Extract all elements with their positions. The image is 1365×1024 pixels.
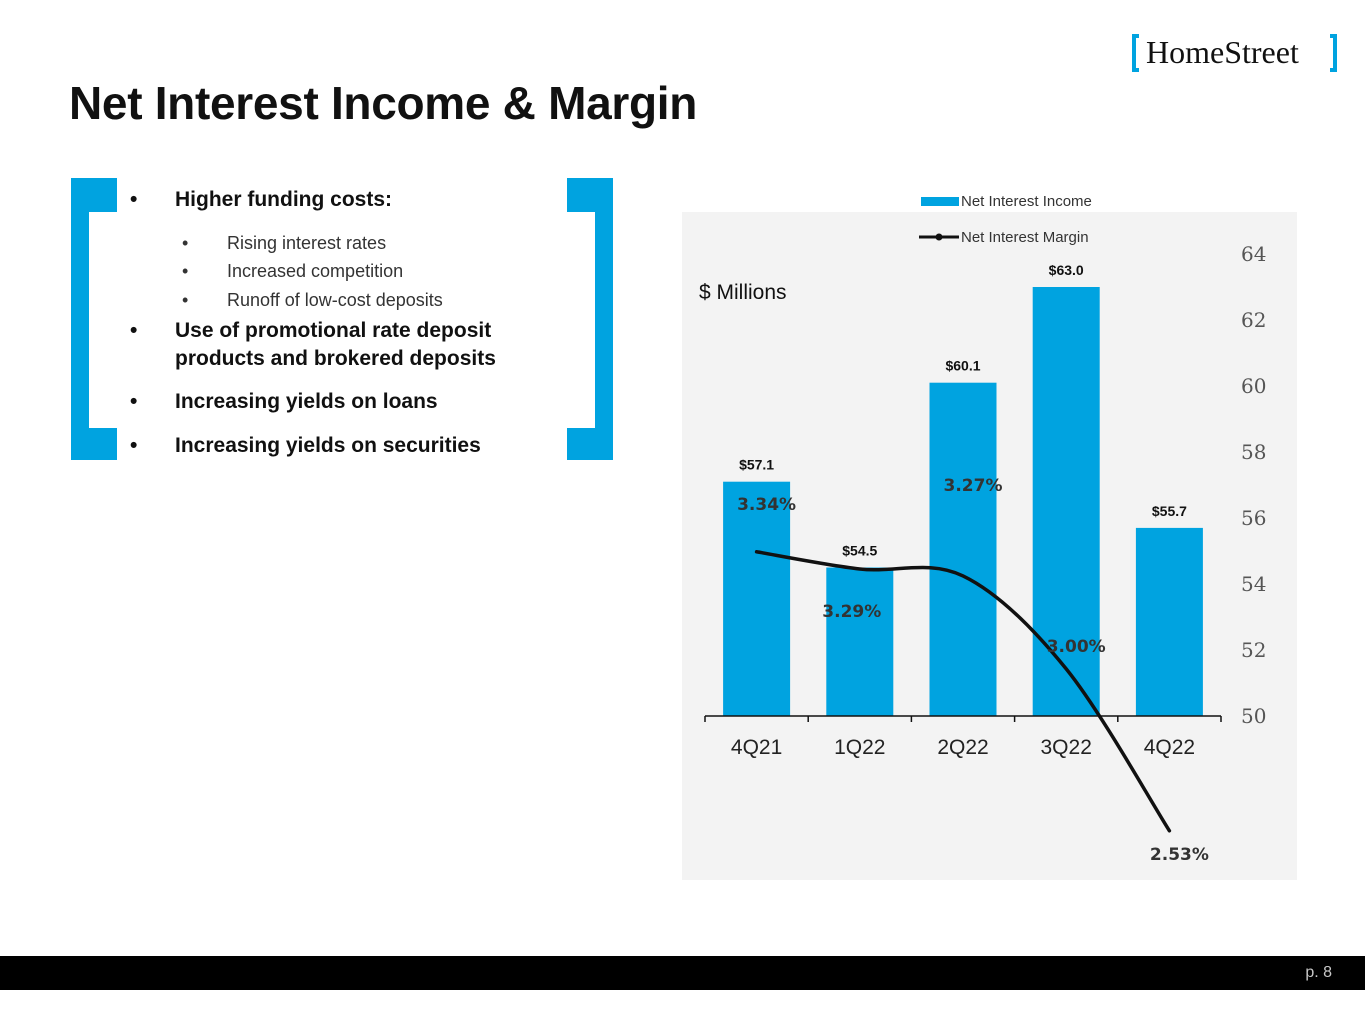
logo-left-bracket — [1132, 34, 1139, 72]
y-tick-label: 64 — [1241, 242, 1266, 266]
homestreet-logo: HomeStreet — [1132, 32, 1337, 74]
bar-1Q22 — [826, 567, 894, 716]
y-axis-label: $ Millions — [699, 281, 787, 304]
bar-4Q21 — [723, 481, 791, 716]
nim-data-label: 3.34% — [737, 495, 796, 515]
left-bracket-decoration — [71, 178, 117, 460]
y-tick-label: 52 — [1241, 638, 1266, 662]
slide-title: Net Interest Income & Margin — [69, 77, 698, 129]
sub-bullet-text: Rising interest rates — [227, 233, 387, 253]
right-bracket-decoration — [567, 178, 613, 460]
y-tick-label: 54 — [1241, 572, 1266, 596]
sub-bullet-text: Increased competition — [227, 261, 404, 281]
y-tick-label: 56 — [1241, 506, 1266, 530]
bar-2Q22 — [929, 382, 997, 716]
y-tick-label: 50 — [1241, 704, 1266, 728]
x-tick-label: 2Q22 — [937, 736, 988, 759]
bullet-text: Increasing yields on securities — [175, 434, 481, 457]
x-tick-label: 4Q22 — [1144, 736, 1195, 759]
bar-data-label: $54.5 — [842, 543, 877, 559]
logo-text: HomeStreet — [1146, 34, 1299, 70]
bar-data-label: $57.1 — [739, 457, 774, 473]
nim-data-label: 3.29% — [822, 602, 881, 622]
bullet-dot: • — [130, 434, 138, 457]
legend-label: Net Interest Income — [961, 193, 1092, 210]
nim-data-label: 3.27% — [944, 476, 1003, 496]
bullet-text: Increasing yields on loans — [175, 390, 438, 413]
bullet-text: Use of promotional rate deposit products… — [175, 319, 496, 370]
footer-bar: p. 8 — [0, 956, 1365, 990]
bar-4Q22 — [1135, 527, 1203, 716]
x-tick-label: 1Q22 — [834, 736, 885, 759]
nim-line — [754, 550, 1172, 833]
bar-data-label: $55.7 — [1152, 503, 1187, 519]
y-tick-label: 60 — [1241, 374, 1266, 398]
legend-swatch-net-interest-income — [921, 197, 959, 206]
bar-data-label: $60.1 — [945, 358, 980, 374]
x-tick-label: 4Q21 — [731, 736, 782, 759]
bar-data-label: $63.0 — [1049, 262, 1084, 278]
bullet-dot: • — [130, 188, 138, 211]
nim-data-label: 3.00% — [1047, 637, 1106, 657]
bullet-dot: • — [182, 233, 189, 253]
legend-label: Net Interest Margin — [961, 229, 1089, 246]
bullet-dot: • — [130, 390, 138, 413]
bullet-dot: • — [182, 290, 189, 310]
legend-marker — [935, 233, 943, 241]
logo-right-bracket — [1330, 34, 1337, 72]
bullet-dot: • — [130, 319, 138, 342]
page-number: p. 8 — [1305, 964, 1332, 981]
x-tick-label: 3Q22 — [1041, 736, 1092, 759]
nim-data-label: 2.53% — [1150, 845, 1209, 865]
sub-bullet-text: Runoff of low-cost deposits — [227, 290, 443, 310]
y-tick-label: 62 — [1241, 308, 1266, 332]
y-tick-label: 58 — [1241, 440, 1266, 464]
bullet-text: Higher funding costs: — [175, 188, 392, 211]
bullet-dot: • — [182, 261, 189, 281]
combo-chart: $57.1 $54.5 $60.1 $63.0 $55.7 4Q21 1Q22 2Q22 3Q2… — [699, 193, 1266, 865]
